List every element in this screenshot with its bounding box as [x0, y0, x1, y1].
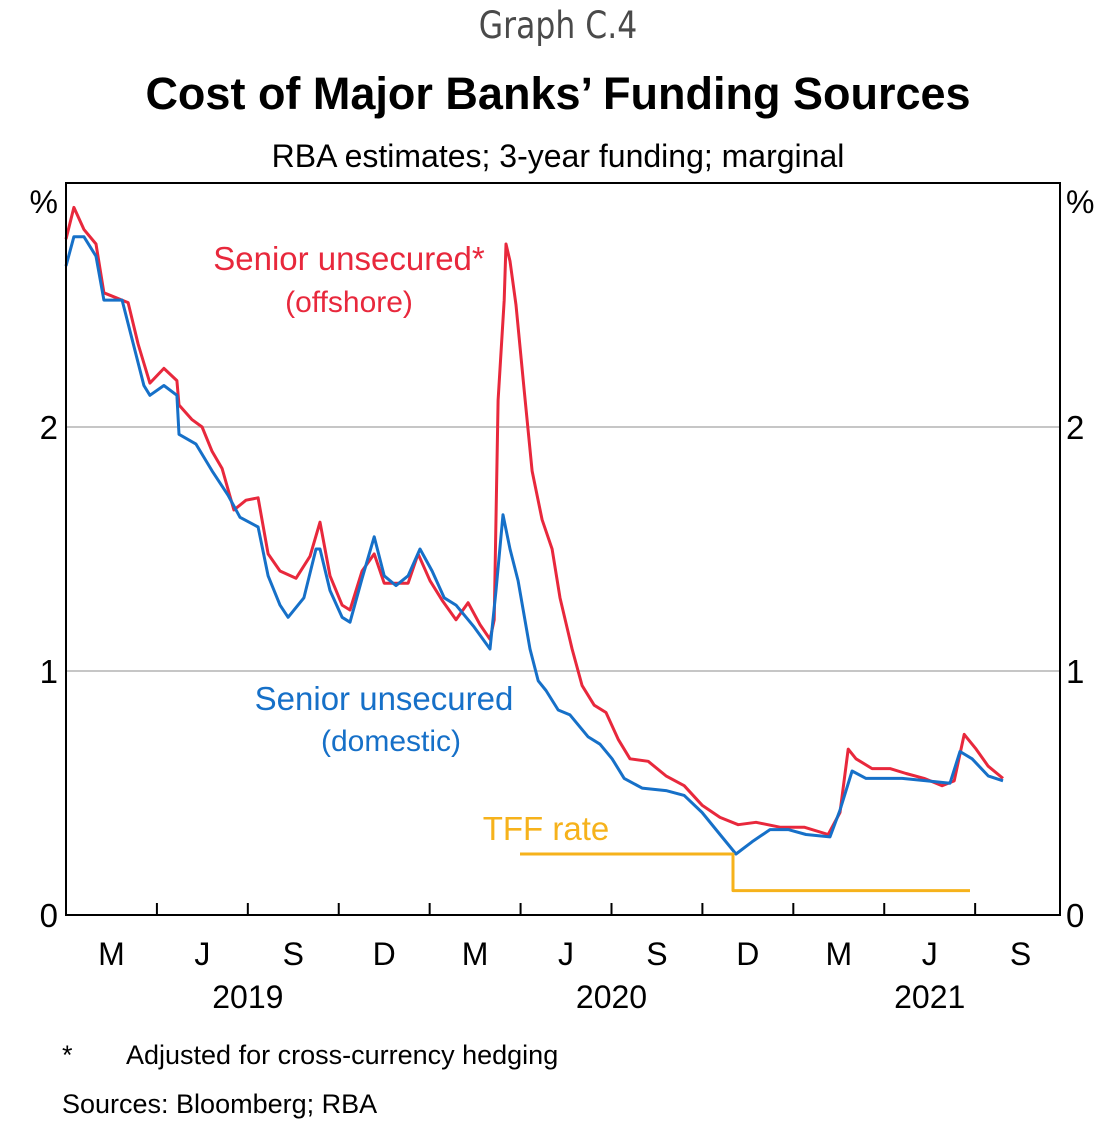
x-month-label: M — [98, 936, 125, 972]
series-line-tff — [520, 852, 970, 893]
chart-title: Cost of Major Banks’ Funding Sources — [145, 68, 971, 119]
x-year-label: 2021 — [894, 979, 965, 1015]
plot-frame — [65, 182, 1061, 916]
x-month-label: S — [646, 936, 667, 972]
y-tick-label-right: 2 — [1066, 409, 1084, 446]
x-month-label: D — [736, 936, 759, 972]
x-ticks — [155, 903, 977, 915]
graph-number: Graph C.4 — [478, 4, 638, 47]
series-lines — [64, 205, 1004, 893]
y-tick-label-right: 1 — [1066, 653, 1084, 690]
x-month-label: S — [283, 936, 304, 972]
x-month-label: M — [825, 936, 852, 972]
series-line-domestic — [64, 235, 1004, 856]
y-axis-unit-right: % — [1066, 184, 1094, 220]
offshore-label-sub: (offshore) — [285, 286, 413, 319]
series-annotations: Senior unsecured* (offshore) Senior unsecu… — [213, 240, 609, 847]
y-tick-label-left: 1 — [40, 653, 58, 690]
y-tick-label-right: 0 — [1066, 897, 1084, 934]
x-month-label: M — [462, 936, 489, 972]
x-month-label: D — [373, 936, 396, 972]
x-month-label: J — [558, 936, 574, 972]
footnote-text: Adjusted for cross-currency hedging — [126, 1040, 559, 1070]
x-year-label: 2019 — [212, 979, 283, 1015]
domestic-label: Senior unsecured — [255, 680, 514, 717]
y-axis-unit-left: % — [30, 184, 58, 220]
domestic-label-sub: (domestic) — [321, 725, 461, 758]
series-line-offshore — [64, 205, 1004, 836]
y-tick-label-left: 2 — [40, 409, 58, 446]
x-month-label: S — [1010, 936, 1031, 972]
sources: Sources: Bloomberg; RBA — [62, 1089, 378, 1119]
tff-label: TFF rate — [483, 810, 610, 847]
x-year-label: 2020 — [576, 979, 647, 1015]
offshore-label: Senior unsecured* — [213, 240, 485, 277]
x-month-label: J — [922, 936, 938, 972]
gridlines — [66, 426, 1060, 672]
chart-subtitle: RBA estimates; 3-year funding; marginal — [271, 138, 845, 174]
footnote: * Adjusted for cross-currency hedging — [62, 1040, 558, 1071]
x-month-label: J — [194, 936, 210, 972]
footnote-marker: * — [62, 1040, 73, 1070]
y-tick-label-left: 0 — [40, 897, 58, 934]
